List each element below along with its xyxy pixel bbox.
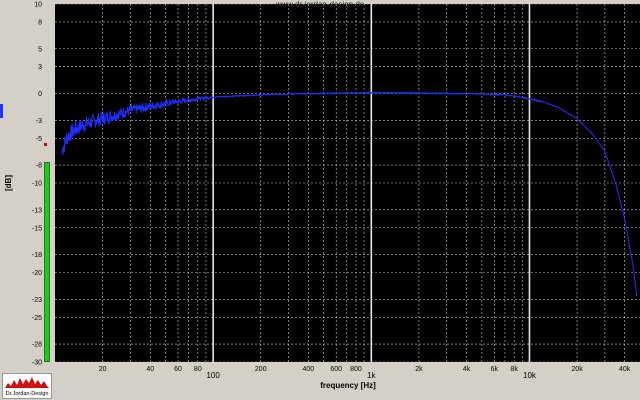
y-tick-label: -3 xyxy=(36,118,42,125)
y-tick-label: -10 xyxy=(32,181,42,188)
x-minor-tick-label: 6k xyxy=(491,366,499,373)
x-major-tick-label: 100 xyxy=(206,371,220,380)
y-tick-label: 0 xyxy=(38,91,42,98)
x-minor-tick-label: 4k xyxy=(463,366,471,373)
grid xyxy=(55,3,640,363)
y-tick-label: -25 xyxy=(32,315,42,322)
x-minor-tick-label: 80 xyxy=(194,366,202,373)
y-tick-label: -28 xyxy=(32,342,42,349)
series-line xyxy=(61,91,638,296)
y-tick-label: -5 xyxy=(36,136,42,143)
x-minor-tick-label: 60 xyxy=(174,366,182,373)
left-marker xyxy=(0,104,3,118)
y-tick-label: -23 xyxy=(32,297,42,304)
y-tick-label: 10 xyxy=(34,2,42,9)
x-minor-tick-label: 20k xyxy=(571,366,583,373)
spectrum-logo-icon xyxy=(5,377,49,388)
y-tick-label: -8 xyxy=(36,163,42,170)
x-minor-tick-label: 600 xyxy=(330,366,342,373)
logo-text: Dr.Jordan-Design xyxy=(5,391,49,397)
y-tick-label: -18 xyxy=(32,252,42,259)
x-minor-tick-label: 8k xyxy=(510,366,518,373)
y-axis-label: [dB] xyxy=(4,175,13,191)
x-minor-tick-label: 200 xyxy=(255,366,267,373)
clip-indicator xyxy=(44,143,47,146)
x-major-tick-label: 10k xyxy=(523,371,537,380)
x-minor-tick-label: 40k xyxy=(619,366,631,373)
x-minor-tick-label: 800 xyxy=(350,366,362,373)
y-tick-label: -20 xyxy=(32,270,42,277)
y-tick-labels: 10 8 5 3 0 -3 -5 -8 -10 -13 -15 -18 -20 -23 -25 -28 -30 xyxy=(32,2,42,367)
x-major-tick-label: 1k xyxy=(367,371,376,380)
x-tick-labels: 100 1k 10k 20 40 60 80 200 400 600 800 2k 4k 6k 8k 20k 4… xyxy=(99,366,631,380)
y-tick-label: 5 xyxy=(38,46,42,53)
y-tick-label: -15 xyxy=(32,225,42,232)
x-axis-label: frequency [Hz] xyxy=(320,381,376,390)
watermark: www.dr-jordan-design.de xyxy=(275,0,365,9)
y-tick-label: 3 xyxy=(38,64,42,71)
brand-logo: Dr.Jordan-Design xyxy=(2,373,52,399)
x-minor-tick-label: 400 xyxy=(303,366,315,373)
x-minor-tick-label: 20 xyxy=(99,366,107,373)
y-tick-label: 8 xyxy=(38,19,42,26)
level-meter xyxy=(44,162,50,362)
x-minor-tick-label: 40 xyxy=(146,366,154,373)
y-tick-label: -13 xyxy=(32,207,42,214)
x-minor-tick-label: 2k xyxy=(415,366,423,373)
y-tick-label: -30 xyxy=(32,360,42,367)
